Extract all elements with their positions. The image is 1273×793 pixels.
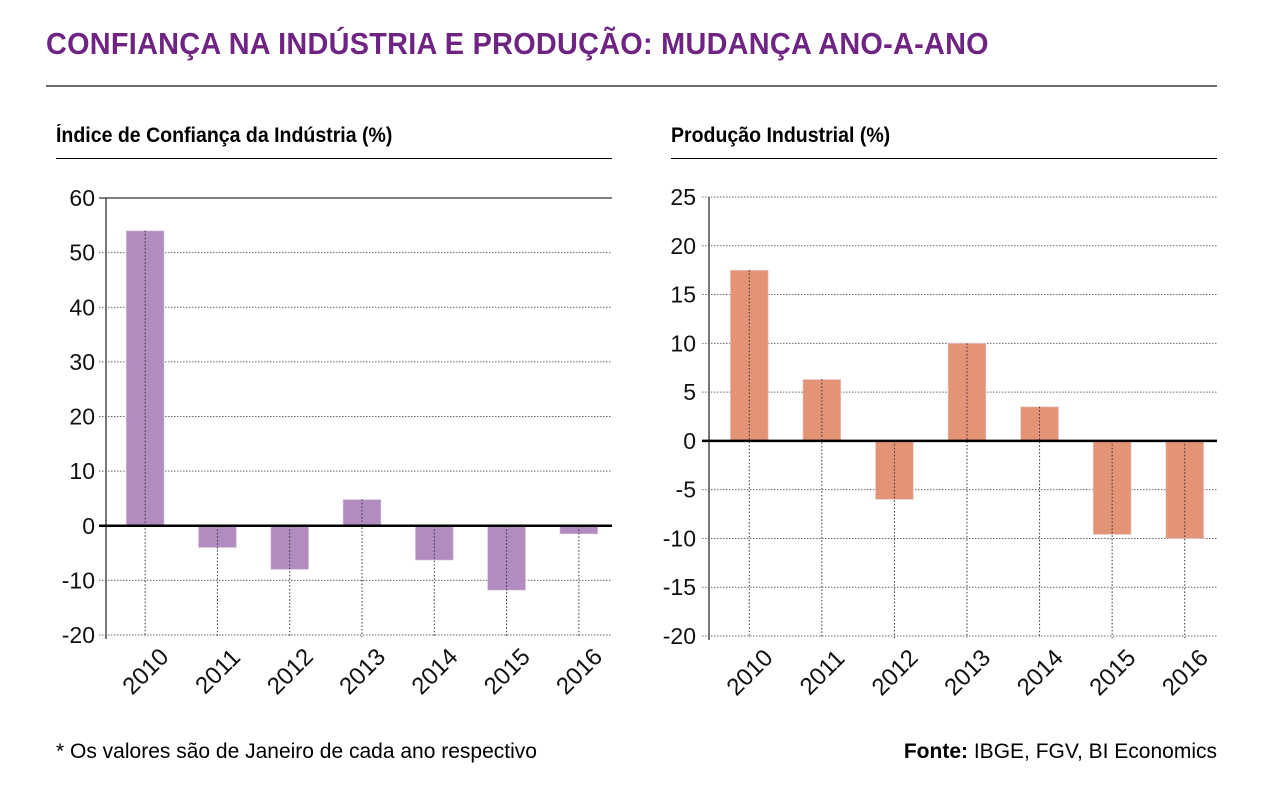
x-tick-label: 2015 [479, 643, 536, 700]
y-tick-label: -5 [676, 477, 696, 503]
left-chart-title-rule [56, 158, 612, 159]
y-tick-label: 0 [683, 428, 696, 454]
y-tick-label: 10 [69, 458, 95, 484]
y-tick-label: -20 [663, 623, 696, 649]
main-title: CONFIANÇA NA INDÚSTRIA E PRODUÇÃO: MUDAN… [46, 26, 989, 61]
y-tick-label: -10 [62, 567, 95, 593]
bar-2014 [414, 525, 454, 561]
bar-2011 [802, 378, 842, 442]
y-tick-label: 15 [670, 282, 696, 308]
right-chart-title-rule [671, 158, 1217, 159]
source-text: IBGE, FGV, BI Economics [968, 740, 1217, 763]
x-tick-label: 2016 [1157, 644, 1214, 701]
y-tick-label: 10 [670, 330, 696, 356]
y-tick-label: -20 [62, 622, 95, 648]
right-chart-title: Produção Industrial (%) [671, 124, 891, 147]
y-tick-label: 50 [69, 240, 95, 266]
source-label: Fonte: [903, 740, 969, 763]
y-tick-label: 30 [69, 349, 95, 375]
x-tick-label: 2016 [551, 643, 608, 700]
y-tick-label: 20 [670, 233, 696, 259]
x-tick-label: 2014 [1012, 644, 1069, 701]
x-tick-label: 2011 [795, 645, 851, 701]
title-divider [46, 85, 1217, 87]
x-tick-label: 2013 [939, 644, 996, 701]
footnote: * Os valores são de Janeiro de cada ano … [56, 740, 537, 763]
source-note: Fonte: IBGE, FGV, BI Economics [904, 740, 1217, 764]
x-tick-label: 2013 [334, 643, 391, 700]
y-tick-label: -15 [663, 574, 696, 600]
left-chart-title: Índice de Confiança da Indústria (%) [56, 124, 393, 147]
x-tick-label: 2010 [722, 644, 779, 701]
x-tick-label: 2014 [407, 643, 464, 700]
y-tick-label: 25 [670, 184, 696, 210]
y-tick-label: 5 [683, 379, 696, 405]
x-tick-label: 2012 [262, 643, 319, 700]
y-tick-label: 60 [69, 185, 95, 211]
y-tick-label: -10 [663, 525, 696, 551]
y-tick-label: 0 [82, 513, 95, 539]
y-tick-label: 40 [69, 294, 95, 320]
x-tick-label: 2015 [1084, 644, 1141, 701]
y-tick-label: 20 [69, 404, 95, 430]
x-tick-label: 2012 [867, 644, 924, 701]
x-tick-label: 2011 [190, 644, 246, 700]
x-tick-label: 2010 [117, 643, 174, 700]
